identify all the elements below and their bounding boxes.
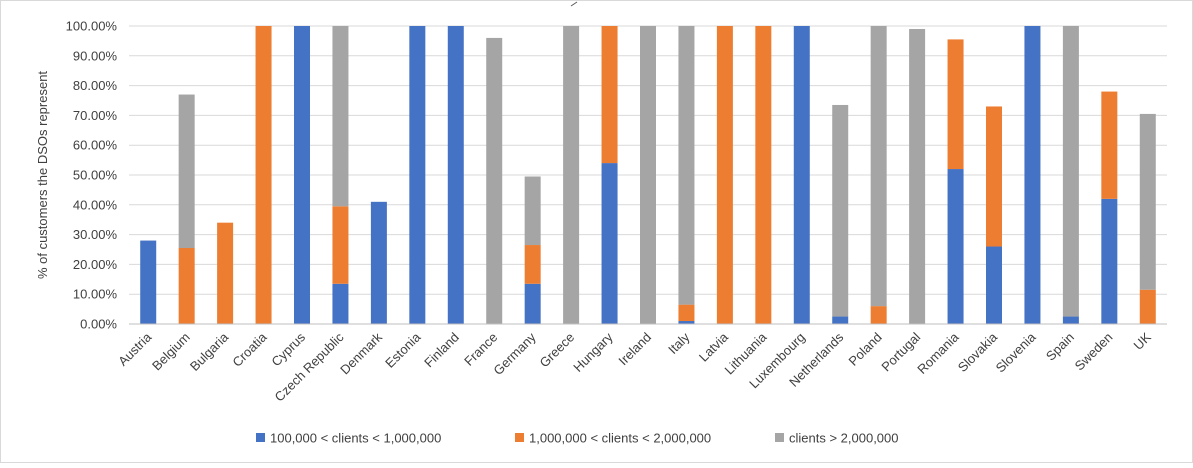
y-tick-label: 20.00% xyxy=(73,257,118,272)
bar-segment xyxy=(563,26,580,324)
bar-segment xyxy=(986,246,1002,324)
bar-segment xyxy=(716,26,733,324)
legend-swatch xyxy=(775,433,784,442)
y-tick-label: 50.00% xyxy=(73,168,118,183)
bar-segment xyxy=(678,304,695,322)
y-tick-label: 70.00% xyxy=(73,108,118,123)
y-tick-label: 30.00% xyxy=(73,227,118,242)
bar-segment xyxy=(140,240,157,324)
y-tick-label: 10.00% xyxy=(73,287,118,302)
y-tick-label: 80.00% xyxy=(73,78,118,93)
bar-segment xyxy=(178,94,195,249)
bar-segment xyxy=(524,245,541,284)
bar-segment xyxy=(1139,113,1156,290)
bar-segment xyxy=(1024,26,1041,324)
y-axis-ticks: 0.00% 10.00% 20.00% 30.00% 40.00% 50.00% 60.00… xyxy=(66,19,118,332)
bar-segment xyxy=(947,169,964,324)
bar-segment xyxy=(1062,316,1079,324)
y-tick-label: 60.00% xyxy=(73,138,118,153)
bar-segment xyxy=(255,26,272,324)
bar-segment xyxy=(370,201,387,324)
bar-segment xyxy=(601,163,618,324)
bar-segment xyxy=(870,26,887,307)
bar-segment xyxy=(217,222,234,324)
bar-segment xyxy=(1062,26,1079,317)
bar-segment xyxy=(870,306,887,324)
bar-segment xyxy=(1101,198,1118,324)
bar-segment xyxy=(524,176,541,246)
bar-segment xyxy=(294,26,310,324)
bar-segment xyxy=(332,206,349,284)
y-axis-label: % of customers the DSOs represent xyxy=(35,71,50,279)
legend-swatch xyxy=(515,433,524,442)
bar-segment xyxy=(524,283,541,324)
legend-label: 1,000,000 < clients < 2,000,000 xyxy=(529,431,711,446)
bar-segment xyxy=(409,26,426,324)
y-tick-label: 100.00% xyxy=(66,19,118,34)
bar-segment xyxy=(332,283,349,324)
bar-segment xyxy=(832,316,849,324)
bar-segment xyxy=(755,26,772,324)
bar-segment xyxy=(640,26,656,324)
legend: 100,000 < clients < 1,000,000 1,000,000 <… xyxy=(256,431,899,446)
bar-segment xyxy=(178,248,195,324)
legend-label: clients > 2,000,000 xyxy=(789,431,899,446)
bar-segment xyxy=(332,26,349,207)
bar-segment xyxy=(601,26,618,164)
legend-swatch xyxy=(256,433,265,442)
y-tick-label: 90.00% xyxy=(73,48,118,63)
legend-label: 100,000 < clients < 1,000,000 xyxy=(270,431,441,446)
bar-segment xyxy=(832,104,849,317)
bar-segment xyxy=(486,37,503,325)
bar-segment xyxy=(947,39,964,170)
bar-segment xyxy=(1139,289,1156,324)
bar-segment xyxy=(909,28,926,324)
y-tick-label: 40.00% xyxy=(73,197,118,212)
decor-tick-mark xyxy=(570,1,578,7)
bars xyxy=(140,26,1156,325)
bar-segment xyxy=(678,321,695,324)
bar-segment xyxy=(447,26,464,324)
y-tick-label: 0.00% xyxy=(80,317,117,332)
bar-segment xyxy=(986,106,1002,247)
bar-segment xyxy=(678,26,695,305)
bar-segment xyxy=(1101,91,1118,199)
bar-segment xyxy=(793,26,810,324)
